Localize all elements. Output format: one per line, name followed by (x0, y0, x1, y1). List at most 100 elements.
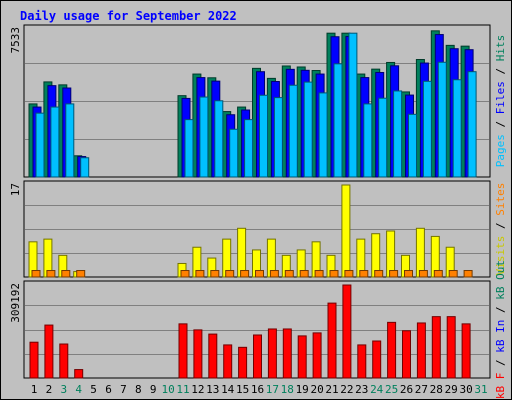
bar-visits-day-27 (415, 227, 425, 278)
bar-pages-day-28 (437, 61, 447, 178)
day-label-4: 4 (75, 383, 82, 396)
bar-pages-day-30 (467, 71, 477, 178)
bar-pages-day-24 (378, 97, 388, 178)
bar-pages-day-12 (199, 96, 209, 178)
chart-title: Daily usage for September 2022 (20, 9, 237, 23)
bar-pages-day-4 (80, 157, 90, 178)
bar-sites-day-3 (61, 270, 71, 278)
axis-legend: Visits / Sites (494, 183, 507, 276)
bar-sites-day-4 (76, 270, 86, 278)
bar-sites-day-13 (210, 270, 220, 278)
bar-pages-day-20 (318, 92, 328, 178)
bar-kb-f-day-27 (416, 322, 426, 379)
bar-kb-f-day-20 (312, 332, 322, 379)
bar-pages-day-11 (184, 119, 194, 178)
bar-kb-f-day-1 (29, 341, 39, 379)
panel-2: 17 Visits / Sites (9, 180, 507, 278)
day-label-18: 18 (281, 383, 294, 396)
day-label-28: 28 (430, 383, 443, 396)
bar-sites-day-30 (463, 270, 473, 278)
bar-pages-day-13 (214, 100, 224, 178)
day-label-25: 25 (385, 383, 398, 396)
bar-pages-day-27 (422, 80, 432, 178)
day-label-7: 7 (120, 383, 127, 396)
bar-pages-day-25 (393, 90, 403, 178)
bar-sites-day-25 (389, 270, 399, 278)
bar-visits-day-15 (237, 227, 247, 278)
axis-legend-part: / (494, 114, 507, 134)
axis-max-label: 309192 (9, 283, 22, 323)
bar-pages-day-26 (408, 113, 417, 178)
bar-kb-f-day-24 (372, 340, 382, 379)
axis-legend-part: kB In (494, 320, 507, 353)
series-pages (35, 32, 477, 178)
bar-pages-day-15 (244, 119, 254, 178)
day-label-2: 2 (46, 383, 53, 396)
bar-kb-f-day-16 (253, 334, 262, 379)
bar-visits-day-22 (341, 184, 351, 278)
bar-kb-f-day-30 (461, 323, 471, 379)
bar-kb-f-day-25 (387, 321, 397, 379)
day-label-8: 8 (135, 383, 142, 396)
bar-sites-day-28 (433, 270, 443, 278)
series-kb-f (29, 284, 471, 379)
bar-pages-day-18 (288, 84, 298, 178)
day-label-1: 1 (31, 383, 38, 396)
bar-sites-day-21 (329, 270, 339, 278)
bar-sites-day-17 (269, 270, 279, 278)
bar-sites-day-16 (255, 270, 264, 278)
axis-max-label: 7533 (9, 27, 22, 54)
bar-pages-day-16 (259, 94, 268, 178)
day-label-27: 27 (415, 383, 428, 396)
bar-kb-f-day-15 (238, 346, 248, 379)
axis-legend-part: / (494, 61, 507, 81)
bar-sites-day-14 (225, 270, 235, 278)
bar-sites-day-11 (180, 270, 190, 278)
bar-sites-day-15 (240, 270, 250, 278)
axis-legend-part: kB Out (494, 260, 507, 300)
axis-legend: Pages / Files / Hits (494, 35, 507, 168)
axis-legend-part: Files (494, 81, 507, 114)
day-label-6: 6 (105, 383, 112, 396)
bar-pages-day-23 (363, 103, 373, 178)
axis-max-label: 17 (9, 183, 22, 196)
axis-legend-part: / (494, 353, 507, 373)
day-label-29: 29 (445, 383, 458, 396)
day-label-26: 26 (400, 383, 413, 396)
bar-pages-day-21 (333, 63, 343, 178)
panel-1: 7533 Pages / Files / Hits (9, 24, 507, 178)
day-labels: 1 2 3 4 5 6 7 8 9 10 11 12 13 14 15 16 17 18 19 20 21 22 23 24 2… (31, 383, 488, 396)
bar-kb-f-day-26 (402, 330, 411, 379)
axis-legend-part: Sites (494, 183, 507, 216)
bar-sites-day-19 (299, 270, 309, 278)
bar-kb-f-day-3 (59, 343, 69, 379)
bar-sites-day-26 (404, 270, 413, 278)
bar-kb-f-day-2 (44, 324, 54, 379)
day-label-16: 16 (251, 383, 264, 396)
day-label-31: 31 (474, 383, 487, 396)
axis-legend-part: Hits (494, 35, 507, 62)
day-label-5: 5 (90, 383, 97, 396)
bar-pages-day-22 (348, 32, 358, 178)
bar-kb-f-day-29 (446, 316, 456, 379)
day-label-17: 17 (266, 383, 279, 396)
bar-sites-day-29 (448, 270, 458, 278)
bar-sites-day-23 (359, 270, 369, 278)
day-label-10: 10 (161, 383, 174, 396)
day-label-24: 24 (370, 383, 384, 396)
bar-pages-day-3 (65, 103, 75, 178)
axis-legend-part: Visits (494, 236, 507, 276)
bar-sites-day-24 (374, 270, 384, 278)
day-label-9: 9 (150, 383, 157, 396)
bar-sites-day-12 (195, 270, 205, 278)
bar-kb-f-day-28 (431, 316, 441, 379)
bar-sites-day-27 (418, 270, 428, 278)
bar-pages-day-14 (229, 128, 239, 178)
day-label-21: 21 (325, 383, 338, 396)
axis-legend-part: / (494, 216, 507, 236)
day-label-30: 30 (459, 383, 472, 396)
bar-sites-day-20 (314, 270, 324, 278)
